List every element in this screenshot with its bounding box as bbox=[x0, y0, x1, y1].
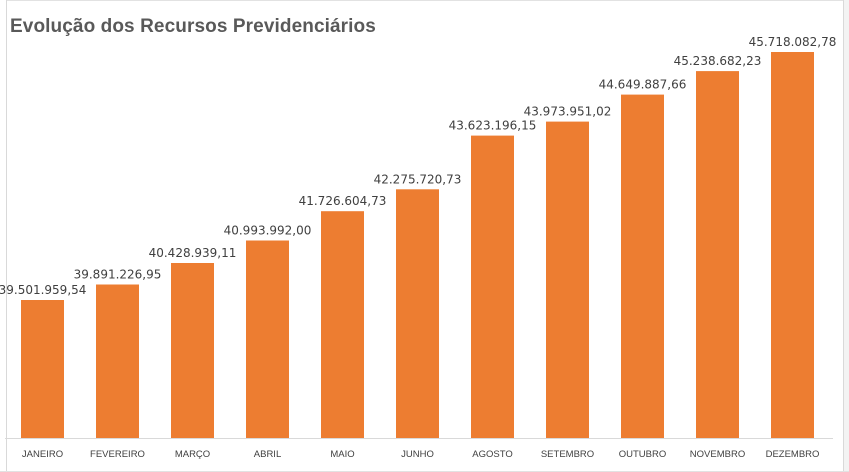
bar-janeiro bbox=[21, 300, 64, 438]
category-label: OUTUBRO bbox=[619, 449, 667, 460]
data-label: 40.993.992,00 bbox=[224, 224, 312, 238]
category-label: JUNHO bbox=[401, 449, 434, 460]
category-label: FEVEREIRO bbox=[90, 449, 145, 460]
bar-maio bbox=[321, 211, 364, 438]
bar-junho bbox=[396, 189, 439, 438]
data-label: 39.501.959,54 bbox=[0, 283, 86, 297]
data-label: 44.649.887,66 bbox=[599, 78, 687, 92]
category-label: SETEMBRO bbox=[541, 449, 594, 460]
bars-group bbox=[21, 52, 814, 438]
frame-top-border bbox=[0, 0, 849, 1]
bar-outubro bbox=[621, 94, 664, 438]
bar-abril bbox=[246, 240, 289, 438]
data-label: 42.275.720,73 bbox=[374, 172, 462, 186]
category-labels-group: JANEIRO FEVEREIRO MARÇO ABRIL MAIO JUNHO AGOST… bbox=[22, 449, 820, 460]
bar-agosto bbox=[471, 135, 514, 438]
data-label: 45.238.682,23 bbox=[674, 54, 762, 68]
category-label: MARÇO bbox=[175, 449, 210, 460]
category-label: MAIO bbox=[330, 449, 354, 460]
data-label: 43.973.951,02 bbox=[524, 105, 612, 119]
category-label: ABRIL bbox=[254, 449, 281, 460]
category-label: DEZEMBRO bbox=[766, 449, 820, 460]
bar-dezembro bbox=[771, 52, 814, 438]
data-label: 40.428.939,11 bbox=[149, 246, 237, 260]
chart-title: Evolução dos Recursos Previdenciários bbox=[10, 16, 376, 37]
frame-left-border bbox=[0, 0, 7, 472]
data-label: 41.726.604,73 bbox=[299, 194, 387, 208]
bar-fevereiro bbox=[96, 284, 139, 438]
data-label: 39.891.226,95 bbox=[74, 268, 162, 282]
data-label: 45.718.082,78 bbox=[749, 35, 837, 49]
category-label: JANEIRO bbox=[22, 449, 63, 460]
category-label: AGOSTO bbox=[472, 449, 512, 460]
bar-novembro bbox=[696, 71, 739, 438]
category-label: NOVEMBRO bbox=[690, 449, 745, 460]
frame-right-border bbox=[843, 0, 849, 472]
data-label: 43.623.196,15 bbox=[449, 119, 537, 133]
bar-março bbox=[171, 263, 214, 438]
bar-setembro bbox=[546, 121, 589, 438]
